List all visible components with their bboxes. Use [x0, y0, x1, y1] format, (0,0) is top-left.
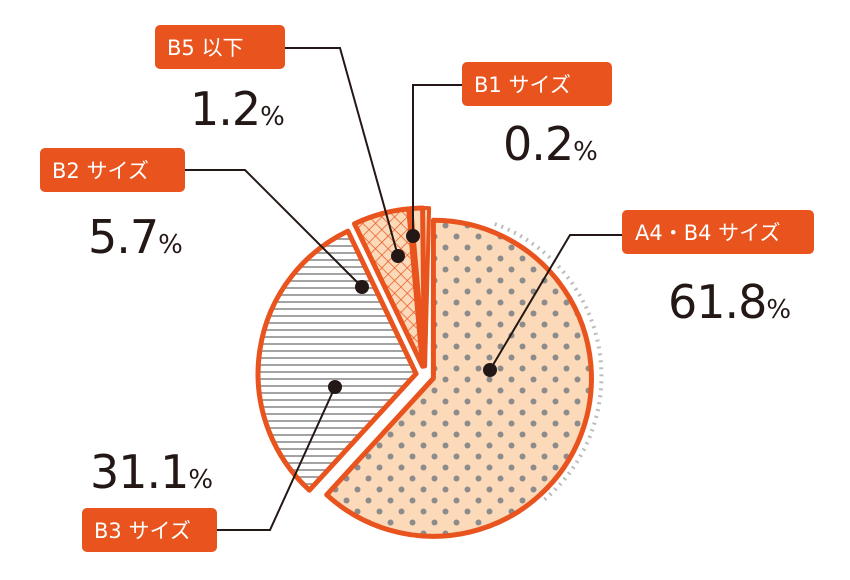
label-tag-b3: B3 サイズ — [82, 508, 217, 552]
value-label-b5: 1.2% — [190, 82, 285, 136]
value-label-b1: 0.2% — [503, 117, 598, 171]
leader-dot-b3 — [328, 380, 342, 394]
leader-line-b5 — [285, 47, 399, 257]
label-text-b5: B5 以下 — [167, 36, 243, 60]
value-label-a4-b4: 61.8% — [668, 275, 791, 329]
pie-slice-b3 — [255, 228, 419, 493]
value-unit-b1: % — [573, 137, 598, 167]
value-unit-b5: % — [260, 102, 285, 132]
value-number-b5: 1.2 — [190, 82, 260, 136]
leader-dot-a4-b4 — [483, 363, 497, 377]
label-tag-b1: B1 サイズ — [462, 62, 612, 106]
pie-slice-a4-b4 — [324, 217, 594, 539]
value-label-b3: 31.1% — [90, 445, 213, 499]
leader-line-a4-b4 — [489, 234, 625, 371]
slice-shadow — [494, 222, 604, 502]
leader-line-b2 — [183, 169, 363, 288]
value-unit-b3: % — [188, 465, 213, 495]
value-number-b2: 5.7 — [88, 210, 158, 264]
leader-dot-b1 — [406, 229, 420, 243]
label-text-b3: B3 サイズ — [94, 519, 191, 543]
value-number-a4-b4: 61.8 — [668, 275, 766, 329]
value-number-b1: 0.2 — [503, 117, 573, 171]
label-text-b2: B2 サイズ — [52, 159, 149, 183]
label-tag-b2: B2 サイズ — [40, 148, 185, 192]
value-unit-b2: % — [158, 230, 183, 260]
leader-line-b3 — [215, 386, 336, 531]
leader-dot-b5 — [391, 249, 405, 263]
value-number-b3: 31.1 — [90, 445, 188, 499]
value-label-b2: 5.7% — [88, 210, 183, 264]
label-tag-b5: B5 以下 — [155, 25, 285, 69]
pie-slice-b1 — [421, 205, 432, 368]
value-unit-a4-b4: % — [766, 295, 791, 325]
leader-dot-b2 — [355, 280, 369, 294]
leader-line-b1 — [412, 84, 465, 236]
label-tag-a4-b4: A4・B4 サイズ — [622, 210, 814, 254]
label-text-b1: B1 サイズ — [474, 73, 571, 97]
label-text-a4-b4: A4・B4 サイズ — [635, 221, 781, 245]
